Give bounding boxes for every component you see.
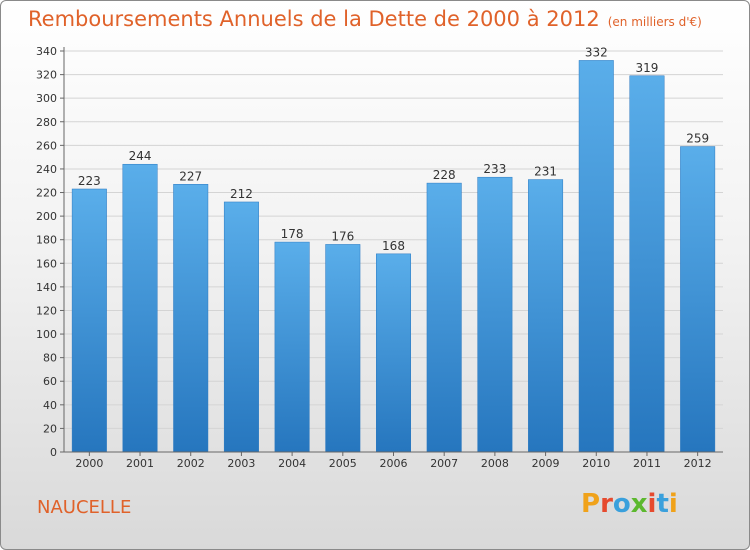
logo-letter: x [630, 489, 648, 519]
x-tick-label: 2009 [532, 457, 560, 470]
proxiti-logo: Proxiti [581, 489, 678, 519]
y-tick-label: 80 [43, 352, 57, 365]
data-label-2002: 227 [179, 169, 202, 183]
data-label-2010: 332 [585, 45, 608, 59]
y-tick-label: 260 [36, 139, 57, 152]
y-tick-label: 60 [43, 375, 57, 388]
x-tick-label: 2004 [278, 457, 306, 470]
data-label-2007: 228 [433, 168, 456, 182]
x-tick-label: 2003 [227, 457, 255, 470]
data-label-2009: 231 [534, 165, 557, 179]
data-label-2008: 233 [483, 162, 506, 176]
logo-letter: P [581, 489, 601, 519]
x-tick-label: 2005 [329, 457, 357, 470]
y-tick-label: 320 [36, 69, 57, 82]
bar-2008 [477, 176, 513, 453]
bar-2009 [528, 179, 564, 453]
x-tick-label: 2000 [75, 457, 103, 470]
data-label-2000: 223 [78, 174, 101, 188]
y-tick-label: 160 [36, 257, 57, 270]
y-tick-label: 180 [36, 234, 57, 247]
y-tick-label: 140 [36, 281, 57, 294]
bar-2003 [223, 201, 259, 453]
chart-title-text: Remboursements Annuels de la Dette de 20… [28, 7, 600, 31]
y-tick-label: 0 [50, 446, 57, 459]
y-tick-label: 340 [36, 45, 57, 58]
data-label-2006: 168 [382, 239, 405, 253]
bar-2011 [629, 75, 665, 453]
x-tick-label: 2010 [582, 457, 610, 470]
y-tick-label: 220 [36, 187, 57, 200]
bar-2002 [173, 184, 209, 453]
bar-2001 [122, 163, 158, 453]
bar-2006 [376, 253, 411, 453]
data-label-2003: 212 [230, 187, 253, 201]
data-label-2004: 178 [281, 227, 304, 241]
y-tick-label: 20 [43, 422, 57, 435]
y-tick-label: 100 [36, 328, 57, 341]
y-tick-label: 300 [36, 92, 57, 105]
bar-2000 [71, 188, 107, 453]
y-tick-label: 280 [36, 116, 57, 129]
bar-2012 [680, 146, 716, 453]
y-tick-label: 40 [43, 399, 57, 412]
logo-letter: r [600, 489, 613, 519]
bar-2007 [426, 182, 462, 453]
x-tick-label: 2011 [633, 457, 661, 470]
data-label-2005: 176 [331, 229, 354, 243]
logo-letter: o [612, 489, 631, 519]
x-tick-label: 2006 [380, 457, 408, 470]
logo-letter: i [647, 489, 657, 519]
city-name: NAUCELLE [37, 497, 132, 518]
chart-title: Remboursements Annuels de la Dette de 20… [28, 7, 702, 31]
bar-2004 [274, 241, 310, 453]
x-tick-label: 2008 [481, 457, 509, 470]
bar-2010 [578, 60, 614, 453]
y-tick-label: 120 [36, 304, 57, 317]
unit-note: (en milliers d'€) [607, 15, 702, 29]
x-tick-label: 2002 [177, 457, 205, 470]
x-tick-label: 2012 [684, 457, 712, 470]
logo-letter: i [668, 489, 678, 519]
x-tick-label: 2001 [126, 457, 154, 470]
x-tick-label: 2007 [430, 457, 458, 470]
data-label-2001: 244 [129, 149, 152, 163]
y-tick-label: 200 [36, 210, 57, 223]
y-tick-label: 240 [36, 163, 57, 176]
logo-letter: t [656, 489, 669, 519]
data-label-2011: 319 [636, 61, 659, 75]
bar-2005 [325, 244, 361, 453]
data-label-2012: 259 [686, 132, 709, 146]
